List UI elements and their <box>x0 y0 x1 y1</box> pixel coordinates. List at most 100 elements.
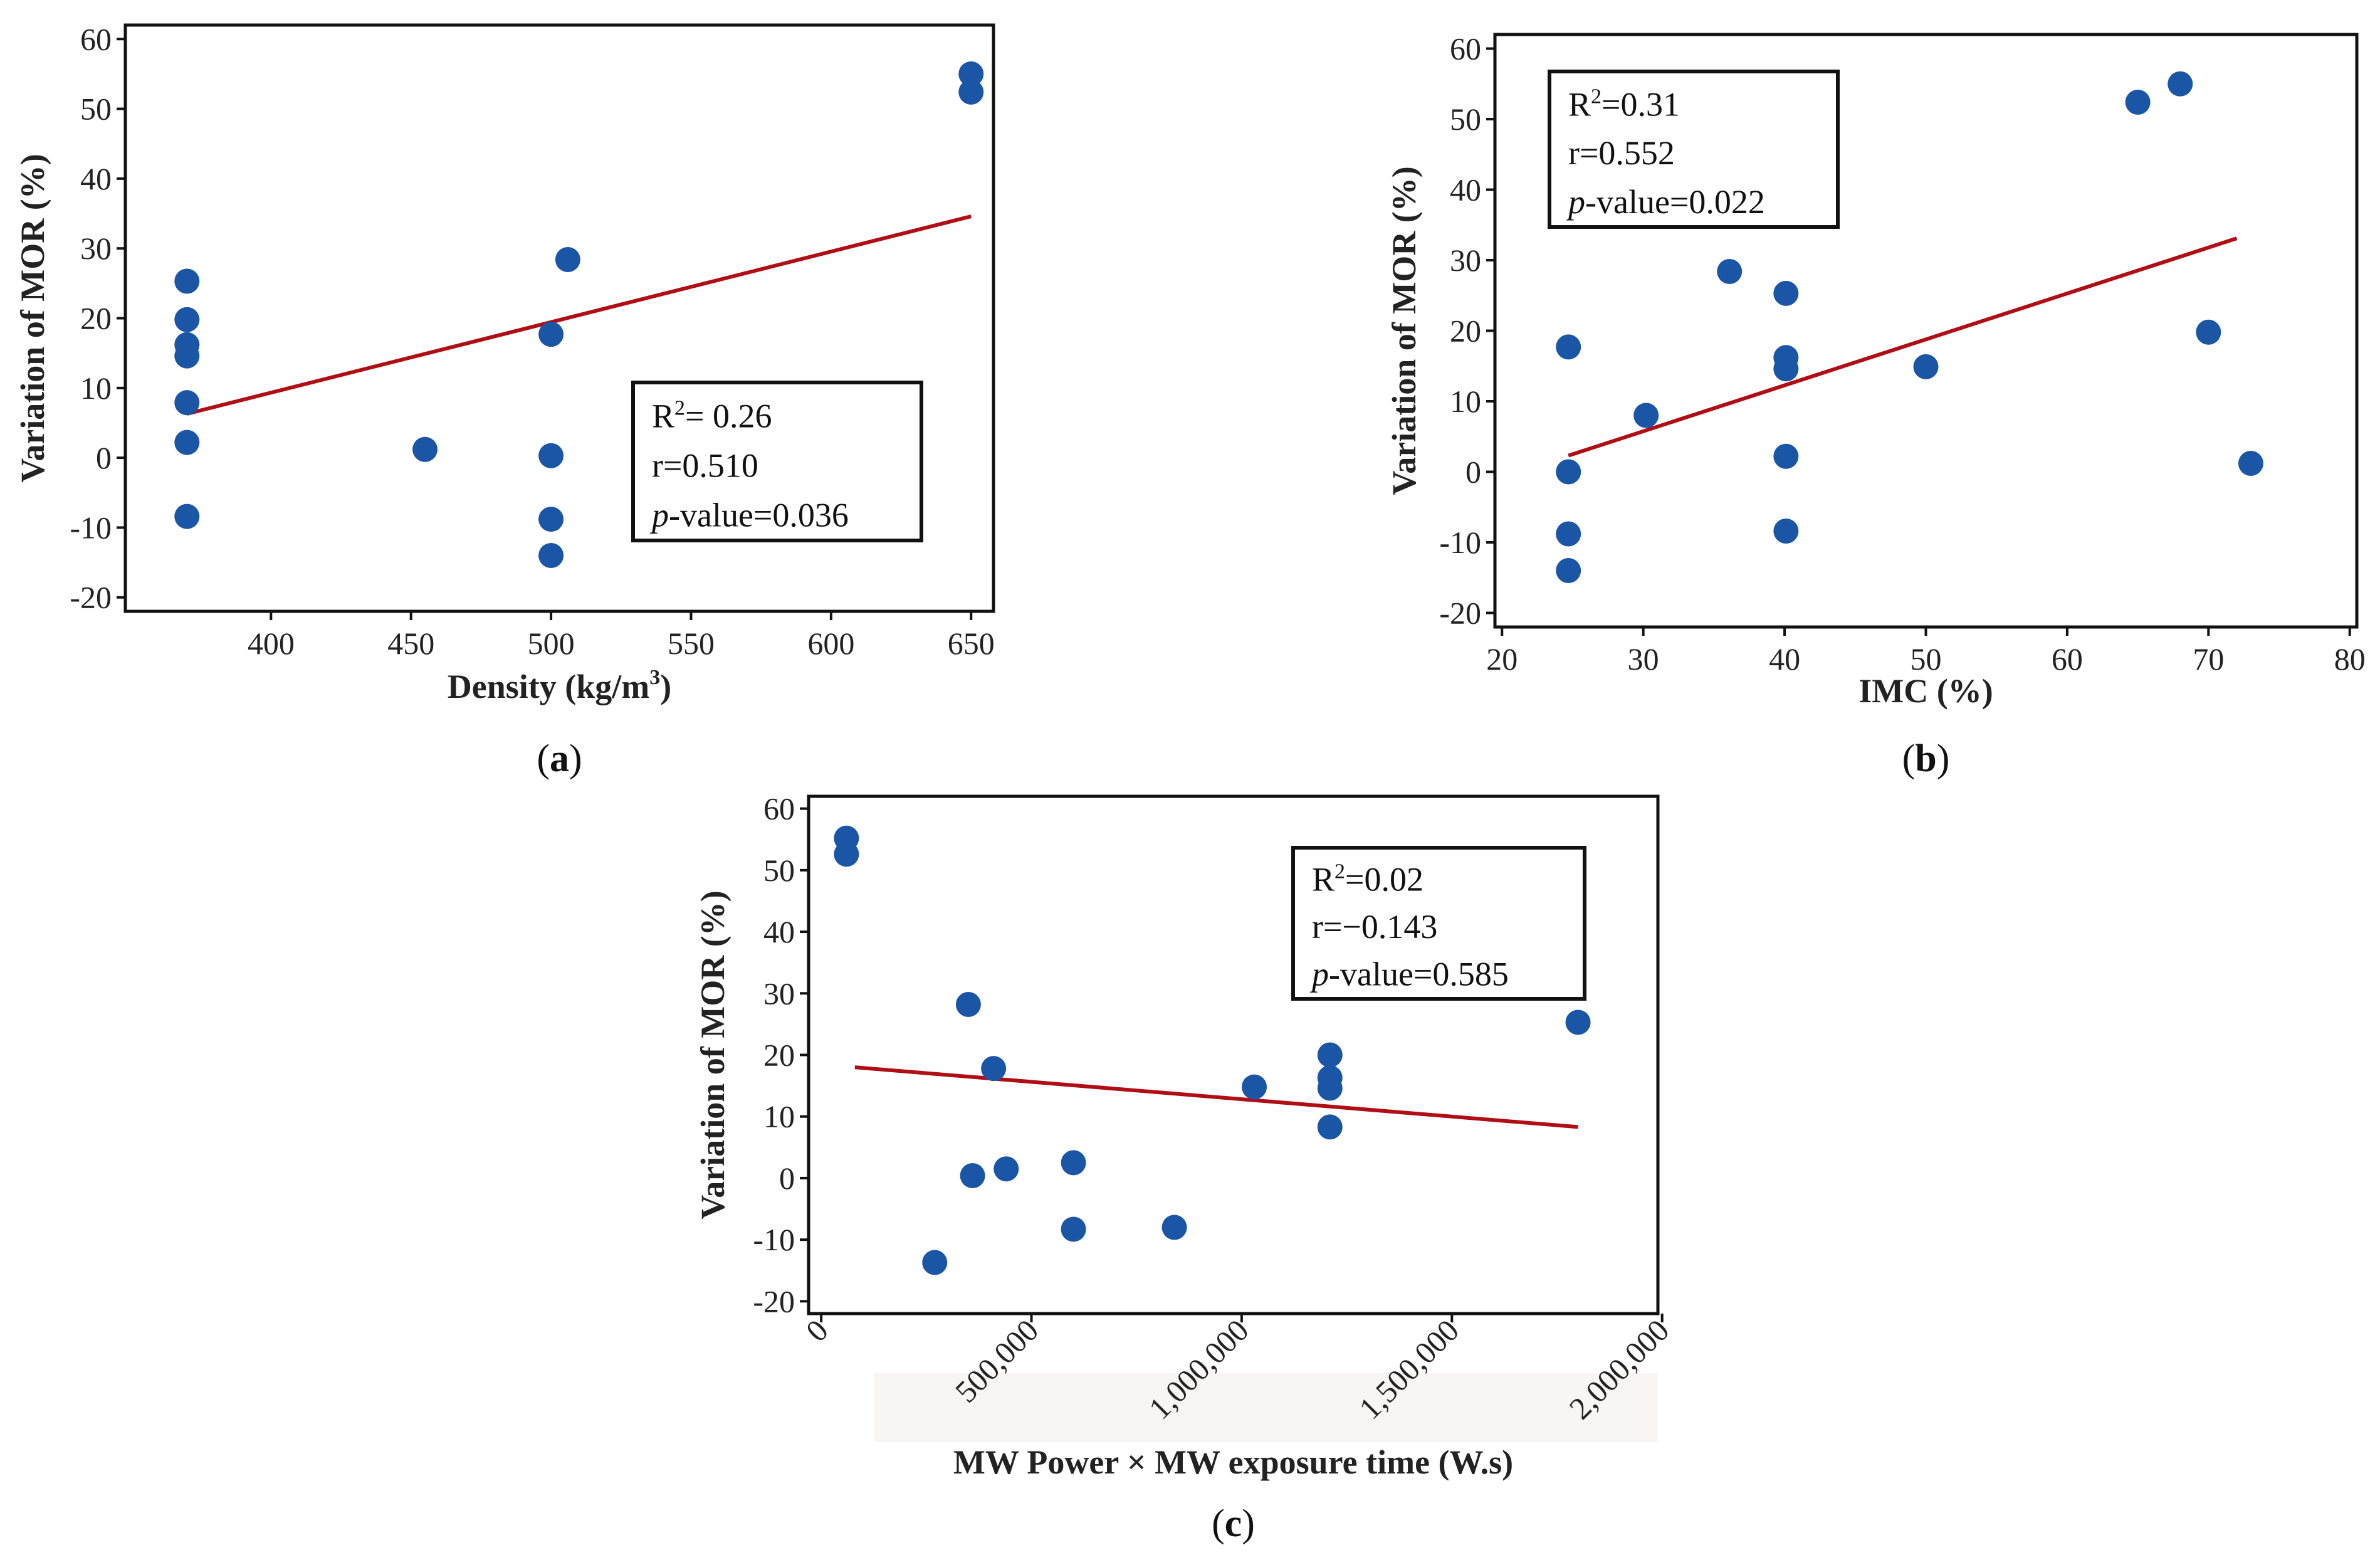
y-tick-label: 60 <box>1450 31 1481 66</box>
fit-line <box>186 214 972 416</box>
data-point <box>1565 1009 1591 1035</box>
data-point <box>538 507 564 532</box>
y-tick-label: 40 <box>1450 172 1481 208</box>
y-tick-label: 20 <box>763 1038 795 1073</box>
x-tick-label: 500 <box>528 626 575 661</box>
y-tick-label: -20 <box>70 580 112 615</box>
y-tick-label: -20 <box>1439 596 1481 631</box>
data-point <box>174 343 200 369</box>
data-point <box>174 503 200 529</box>
y-tick-label: -10 <box>70 510 112 545</box>
r-text: r=−0.143 <box>1312 908 1437 946</box>
data-point <box>538 443 564 468</box>
x-axis-label: IMC (%) <box>1858 672 1993 710</box>
x-tick-label: 450 <box>387 626 434 661</box>
x-tick-label: 600 <box>807 626 854 661</box>
data-point <box>1556 521 1581 547</box>
y-tick-label: 10 <box>1450 384 1481 419</box>
data-point <box>1061 1216 1086 1242</box>
r-squared-text: R2=0.31 <box>1568 85 1680 123</box>
y-tick-label: 30 <box>80 231 112 266</box>
data-point <box>993 1156 1019 1182</box>
x-axis-label: Density (kg/m3) <box>448 666 671 705</box>
y-tick-label: 20 <box>80 301 112 336</box>
data-point <box>538 322 564 347</box>
data-point <box>1717 259 1743 284</box>
data-point <box>1242 1074 1267 1100</box>
data-point <box>958 61 984 87</box>
stats-box <box>1291 846 1586 1001</box>
panel-label: (c) <box>1212 1502 1255 1545</box>
data-point <box>1317 1075 1343 1101</box>
y-tick-label: -20 <box>753 1283 795 1319</box>
y-tick-label: 30 <box>1450 243 1481 278</box>
x-axis-label: MW Power × MW exposure time (W.s) <box>953 1443 1513 1481</box>
chart-panel-b: -20 -10 0 10 20 30 40 50 60 20 30 40 50 60 70 80 R2=0.31… <box>1385 31 2366 781</box>
data-point <box>174 268 200 294</box>
fit-line <box>854 1065 1578 1129</box>
data-point <box>922 1250 948 1275</box>
data-point <box>1161 1215 1187 1240</box>
panel-label: (b) <box>1902 737 1950 780</box>
r-squared-text: R2= 0.26 <box>652 396 772 435</box>
x-tick-label: 50 <box>1911 641 1942 677</box>
x-tick-label: 550 <box>668 626 715 661</box>
y-tick-label: 10 <box>763 1099 795 1134</box>
r-text: r=0.510 <box>652 446 758 484</box>
x-tick-label: 650 <box>948 626 995 661</box>
y-tick-label: 30 <box>763 976 795 1011</box>
x-tick-label: 20 <box>1486 641 1518 677</box>
data-point <box>174 430 200 455</box>
data-point <box>2238 451 2263 476</box>
data-point <box>538 542 564 568</box>
y-tick-label: 0 <box>779 1161 795 1196</box>
data-point <box>1317 1114 1343 1140</box>
data-point <box>955 991 981 1017</box>
y-tick-label: 40 <box>763 914 795 949</box>
x-label-background <box>874 1373 1658 1442</box>
data-point <box>1633 403 1659 428</box>
x-tick-label: 40 <box>1769 641 1800 677</box>
r-text: r=0.552 <box>1568 134 1675 172</box>
data-point <box>981 1056 1007 1082</box>
y-tick-label: 20 <box>1450 314 1481 349</box>
data-point <box>834 841 859 867</box>
y-tick-label: 0 <box>96 440 112 475</box>
p-value-text: p-value=0.036 <box>649 496 849 534</box>
data-point <box>2168 71 2193 97</box>
data-point <box>1773 443 1799 469</box>
r-squared-text: R2=0.02 <box>1312 860 1423 898</box>
y-tick-label: -10 <box>1439 525 1481 560</box>
p-value-text: p-value=0.022 <box>1566 183 1765 221</box>
x-tick-label: 60 <box>2052 641 2083 677</box>
data-point <box>2125 90 2151 115</box>
panel-label: (a) <box>537 737 582 780</box>
data-point <box>412 436 438 462</box>
y-axis-label: Variation of MOR (%) <box>14 154 51 482</box>
data-point <box>1556 459 1581 485</box>
y-axis-label: Variation of MOR (%) <box>694 890 731 1219</box>
y-tick-label: 40 <box>80 161 112 196</box>
data-point <box>960 1163 985 1188</box>
data-point <box>1556 558 1581 583</box>
data-point <box>1317 1042 1343 1068</box>
y-tick-label: 60 <box>80 21 112 56</box>
data-point <box>174 307 200 332</box>
data-point <box>1773 280 1799 306</box>
data-point <box>1773 356 1799 382</box>
data-point <box>958 79 984 105</box>
data-point <box>1556 334 1581 360</box>
y-tick-label: 50 <box>80 92 112 127</box>
y-tick-label: 50 <box>1450 102 1481 137</box>
data-point <box>174 390 200 416</box>
y-axis-label: Variation of MOR (%) <box>1385 166 1423 495</box>
y-tick-label: 60 <box>763 791 795 826</box>
y-tick-label: -10 <box>753 1222 795 1257</box>
data-point <box>555 247 580 272</box>
stats-box <box>1548 70 1840 229</box>
data-point <box>1061 1150 1086 1176</box>
data-point <box>2196 319 2221 345</box>
data-point <box>1773 519 1799 544</box>
x-tick-label: 70 <box>2193 641 2224 677</box>
